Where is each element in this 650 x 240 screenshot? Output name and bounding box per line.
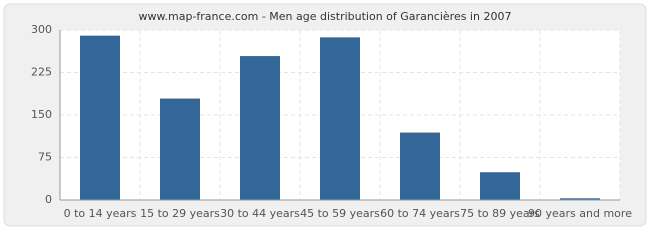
x-tick-label: 30 to 44 years <box>220 207 300 220</box>
bar <box>320 37 360 200</box>
bar <box>400 132 440 200</box>
bar <box>80 35 120 200</box>
x-tick-label: 90 years and more <box>528 207 632 220</box>
y-tick-label: 0 <box>45 193 52 206</box>
chart: www.map-france.com - Men age distributio… <box>3 3 647 227</box>
bar <box>480 172 520 200</box>
x-tick-label: 60 to 74 years <box>380 207 460 220</box>
y-tick-label: 300 <box>31 23 52 36</box>
x-tick-label: 0 to 14 years <box>64 207 137 220</box>
y-tick-label: 225 <box>31 66 52 79</box>
x-tick-label: 15 to 29 years <box>140 207 220 220</box>
y-tick-label: 75 <box>38 151 52 164</box>
bar <box>160 98 200 200</box>
bar <box>240 56 280 200</box>
y-tick-label: 150 <box>31 108 52 121</box>
x-tick-label: 75 to 89 years <box>460 207 540 220</box>
page: {"chart_data": {"type": "bar", "title": … <box>3 3 647 227</box>
bar <box>560 198 600 200</box>
chart-title: www.map-france.com - Men age distributio… <box>139 10 512 23</box>
x-tick-label: 45 to 59 years <box>300 207 380 220</box>
